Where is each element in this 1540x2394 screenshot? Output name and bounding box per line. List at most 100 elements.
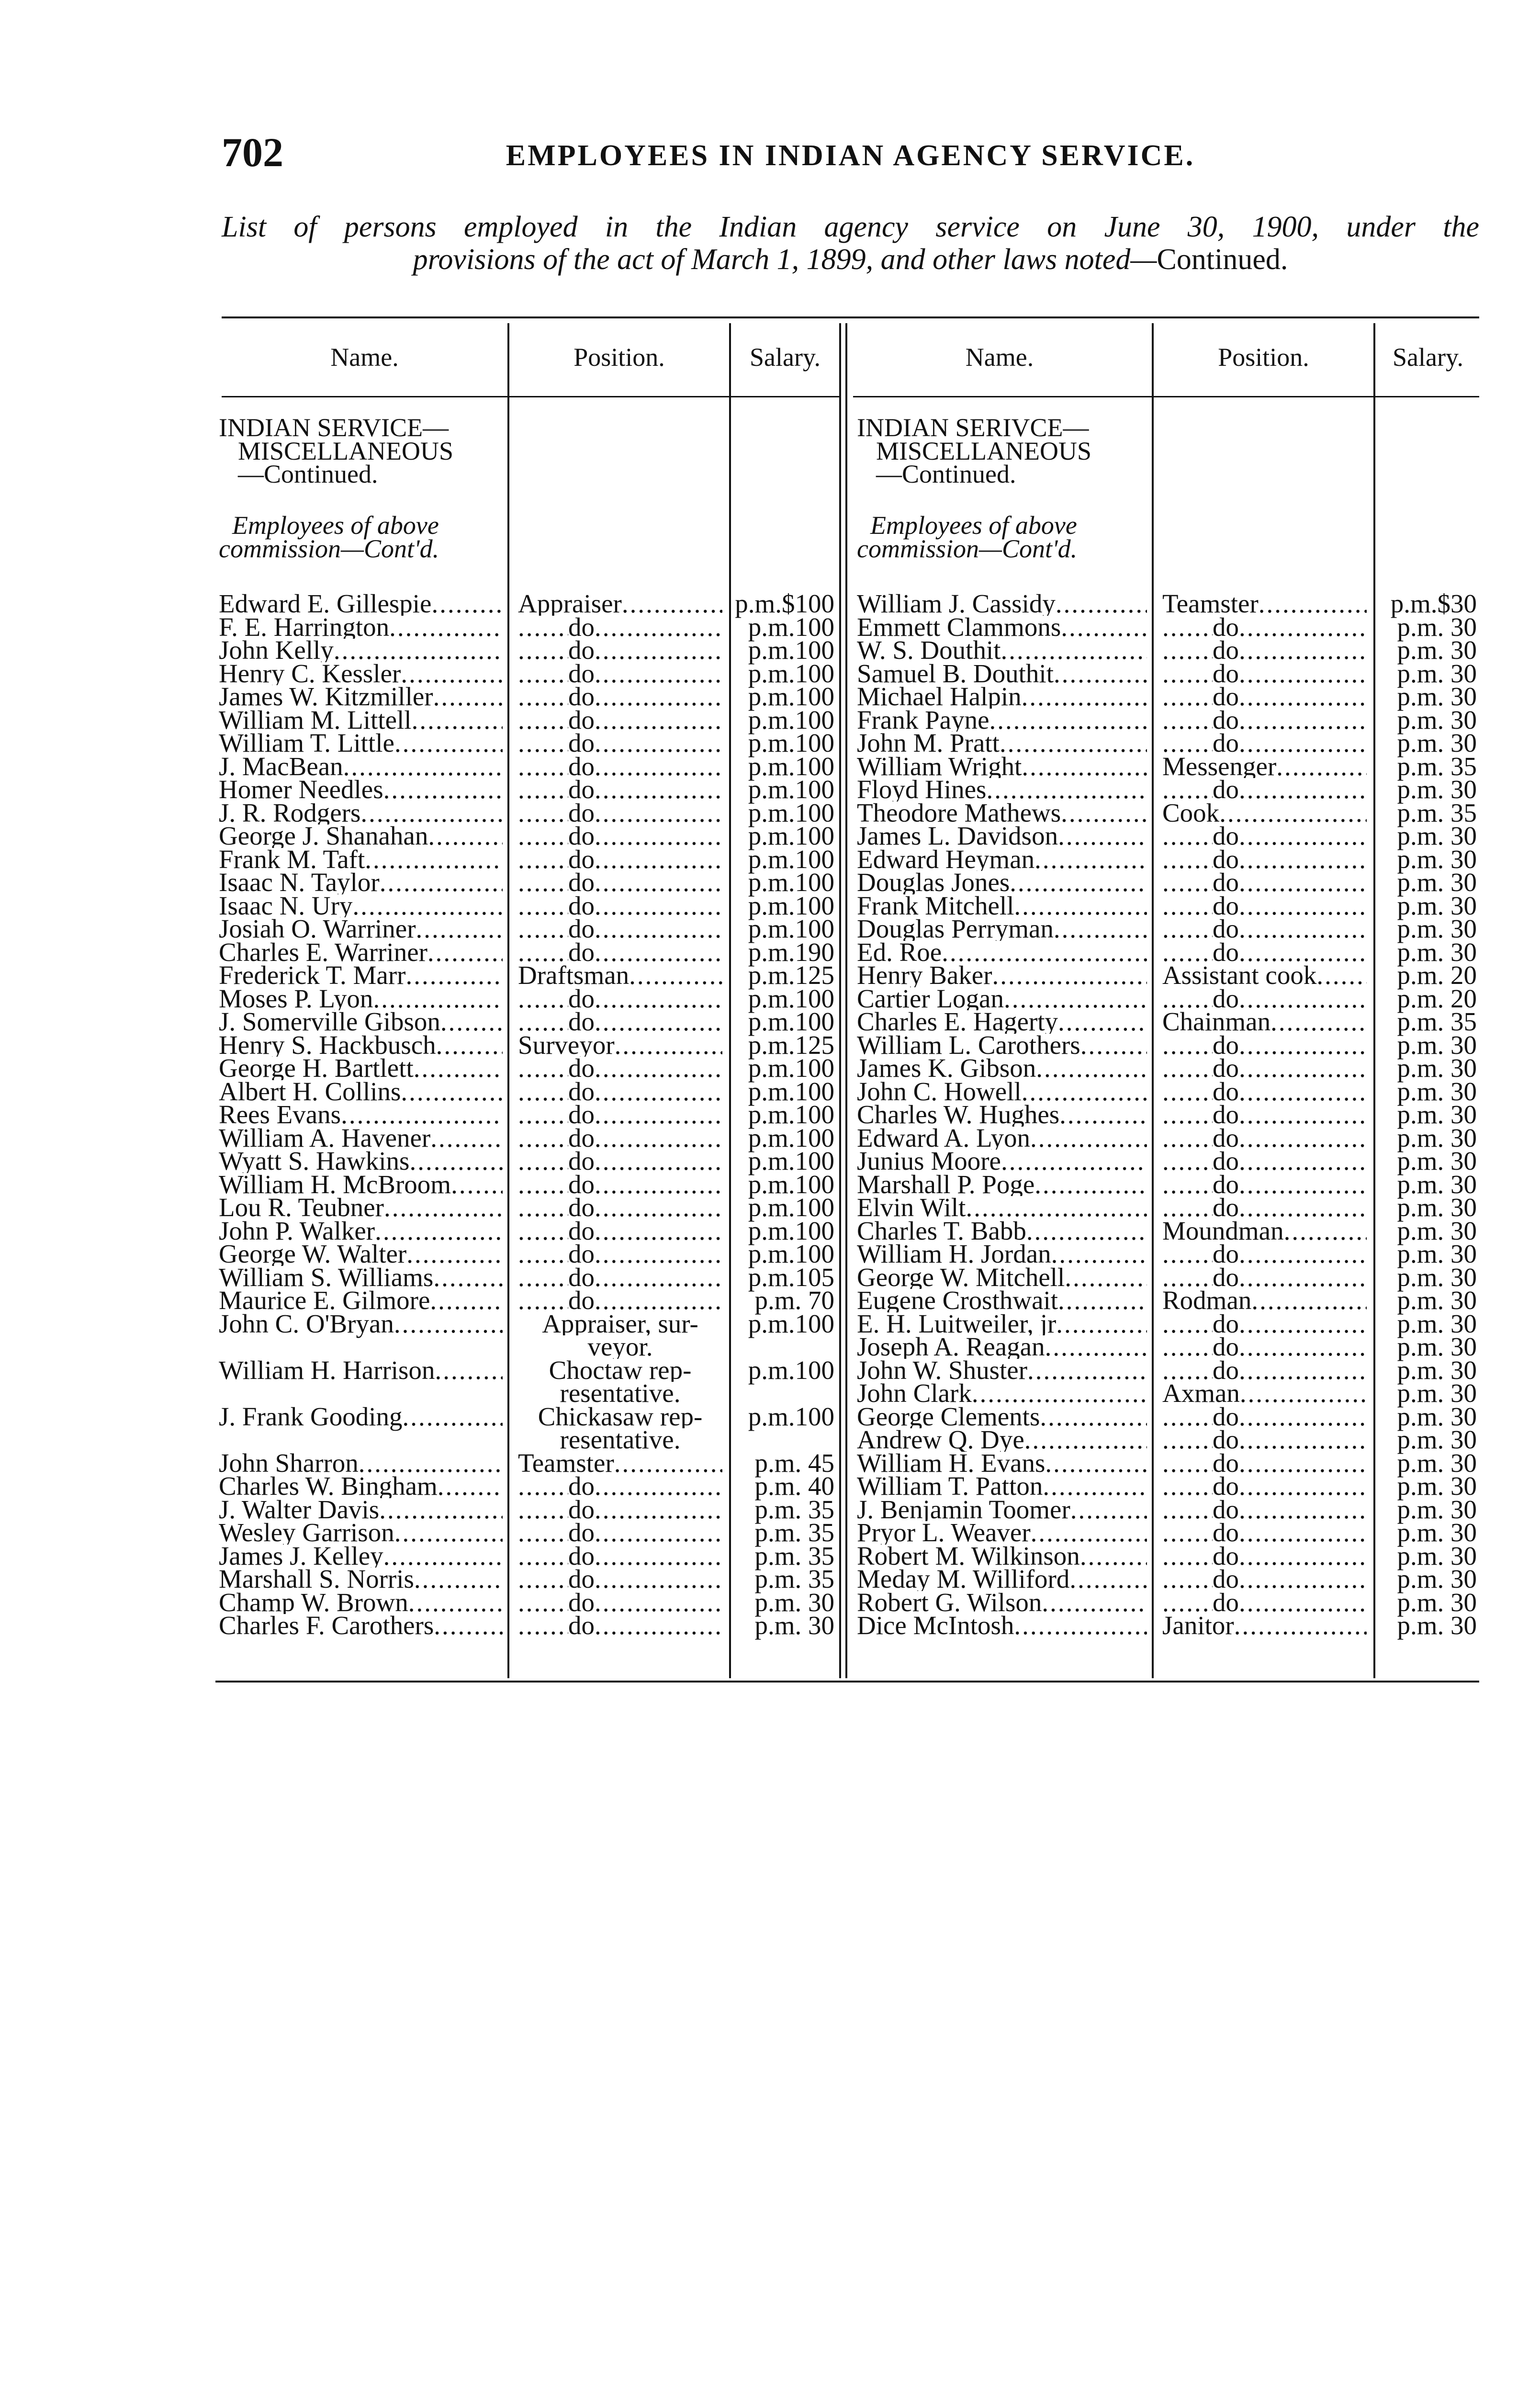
- dot-leader: [1234, 1614, 1367, 1637]
- salary-cell: p.m. 30: [1397, 844, 1477, 874]
- position-cell: do: [507, 1614, 729, 1637]
- position-text: do: [568, 1568, 595, 1591]
- position-line: Assistant cook: [1162, 964, 1367, 987]
- salary-cell: p.m.105: [748, 1262, 834, 1292]
- position-text: do: [568, 940, 595, 964]
- position-line: do: [518, 1568, 722, 1591]
- position-text: do: [1213, 847, 1239, 871]
- table-row: John M. Pratt do p.m. 30: [857, 730, 1482, 756]
- position-text: do: [1213, 1126, 1239, 1150]
- dot-leader: [1080, 1034, 1147, 1057]
- dot-leader: [1162, 1196, 1213, 1220]
- position-line: do: [1162, 1266, 1367, 1289]
- name-cell: Moses P. Lyon: [219, 987, 507, 1011]
- dot-leader: [1054, 917, 1147, 941]
- employee-name: Junius Moore: [857, 1150, 1001, 1173]
- position-line: do: [1162, 848, 1367, 871]
- name-cell: William H. Harrison: [219, 1359, 507, 1405]
- dot-leader: [1162, 1475, 1213, 1498]
- dot-leader: [1239, 1150, 1367, 1173]
- table-row: Theodore Mathews Cook p.m. 35: [857, 800, 1482, 825]
- position-text: do: [568, 1010, 595, 1034]
- name-cell: Cartier Logan: [857, 987, 1152, 1011]
- table-row: Ed. Roe do p.m. 30: [857, 939, 1482, 965]
- dot-leader: [1239, 987, 1367, 1011]
- position-cell: do: [507, 1080, 729, 1104]
- dot-leader: [989, 709, 1147, 732]
- dot-leader: [595, 1591, 722, 1615]
- position-line: do: [1162, 1359, 1367, 1382]
- dot-leader: [518, 1591, 568, 1615]
- dot-leader: [430, 1289, 503, 1312]
- position-line: Rodman: [1162, 1289, 1367, 1312]
- position-line: do: [1162, 616, 1367, 639]
- dot-leader: [1054, 662, 1147, 686]
- column-divider: [839, 323, 841, 1678]
- dot-leader: [518, 1498, 568, 1522]
- dot-leader: [518, 1521, 568, 1545]
- table-row: J. Walter Davis do p.m. 35: [219, 1496, 839, 1522]
- employee-name: William J. Cassidy: [857, 592, 1056, 616]
- position-text: do: [568, 1173, 595, 1197]
- dot-leader: [1000, 732, 1147, 755]
- dot-leader: [1276, 755, 1367, 779]
- position-cell: do: [507, 662, 729, 686]
- dot-leader: [1239, 917, 1367, 941]
- salary-cell: p.m.100: [748, 1123, 834, 1152]
- name-cell: William H. McBroom: [219, 1173, 507, 1197]
- section-line: INDIAN SERIVCE—: [857, 413, 1089, 442]
- dot-leader: [518, 1289, 568, 1312]
- salary-cell: p.m.100: [748, 705, 834, 734]
- dot-leader: [1162, 709, 1213, 732]
- employee-name: Ed. Roe: [857, 940, 942, 964]
- table-row: Albert H. Collins do p.m.100: [219, 1078, 839, 1104]
- position-line: do: [1162, 894, 1367, 918]
- dot-leader: [1022, 685, 1147, 709]
- position-text: do: [568, 778, 595, 802]
- position-line: do: [518, 755, 722, 779]
- dot-leader: [518, 802, 568, 825]
- dot-leader: [518, 1568, 568, 1591]
- dot-leader: [518, 1057, 568, 1080]
- position-line: do: [1162, 1405, 1367, 1429]
- position-cell: do: [507, 1196, 729, 1220]
- table-row: William M. Littell do p.m.100: [219, 705, 839, 734]
- dot-leader: [427, 941, 503, 964]
- position-cell: do: [1152, 871, 1373, 894]
- table-row: William L. Carothers do p.m. 30: [857, 1032, 1482, 1058]
- section-heading: INDIAN SERVICE— MISCELLANEOUS —Continued…: [219, 415, 453, 486]
- position-text: Choctaw rep-: [549, 1358, 692, 1382]
- dot-leader: [1162, 1312, 1213, 1336]
- position-cell: do: [1152, 1312, 1373, 1336]
- name-cell: Josiah O. Warriner: [219, 917, 507, 941]
- table-row: Maurice E. Gilmore do p.m. 70: [219, 1287, 839, 1313]
- position-cell: Teamster: [507, 1452, 729, 1475]
- name-cell: William L. Carothers: [857, 1034, 1152, 1057]
- employee-name: Robert M. Wilkinson: [857, 1544, 1080, 1568]
- dot-leader: [1034, 1173, 1147, 1197]
- position-line: do: [518, 941, 722, 964]
- employee-name: James J. Kelley: [219, 1544, 383, 1568]
- dot-leader: [401, 662, 503, 686]
- dot-leader: [1162, 917, 1213, 941]
- employee-name: John Sharron: [219, 1451, 359, 1475]
- salary-cell: p.m.100: [748, 1007, 834, 1036]
- name-cell: Lou R. Teubner: [219, 1196, 507, 1220]
- position-line: Teamster: [1162, 592, 1367, 616]
- position-text: do: [568, 894, 595, 918]
- employee-name: Frank M. Taft: [219, 847, 365, 871]
- position-text: do: [1213, 1103, 1239, 1127]
- position-text: do: [1213, 1033, 1239, 1057]
- dot-leader: [1284, 1220, 1367, 1243]
- salary-cell: p.m. 35: [754, 1541, 834, 1570]
- employee-name: J. Somerville Gibson: [219, 1010, 440, 1034]
- position-cell: Axman: [1152, 1382, 1373, 1405]
- table-row: Josiah O. Warriner do p.m.100: [219, 915, 839, 941]
- name-cell: Emmett Clammons: [857, 616, 1152, 639]
- name-cell: F. E. Harrington: [219, 616, 507, 639]
- salary-cell: p.m. 20: [1397, 960, 1477, 990]
- name-cell: George W. Mitchell: [857, 1266, 1152, 1289]
- name-cell: Frank Payne: [857, 709, 1152, 732]
- header-name-left: Name.: [330, 343, 399, 372]
- salary-cell: p.m.100: [748, 1169, 834, 1199]
